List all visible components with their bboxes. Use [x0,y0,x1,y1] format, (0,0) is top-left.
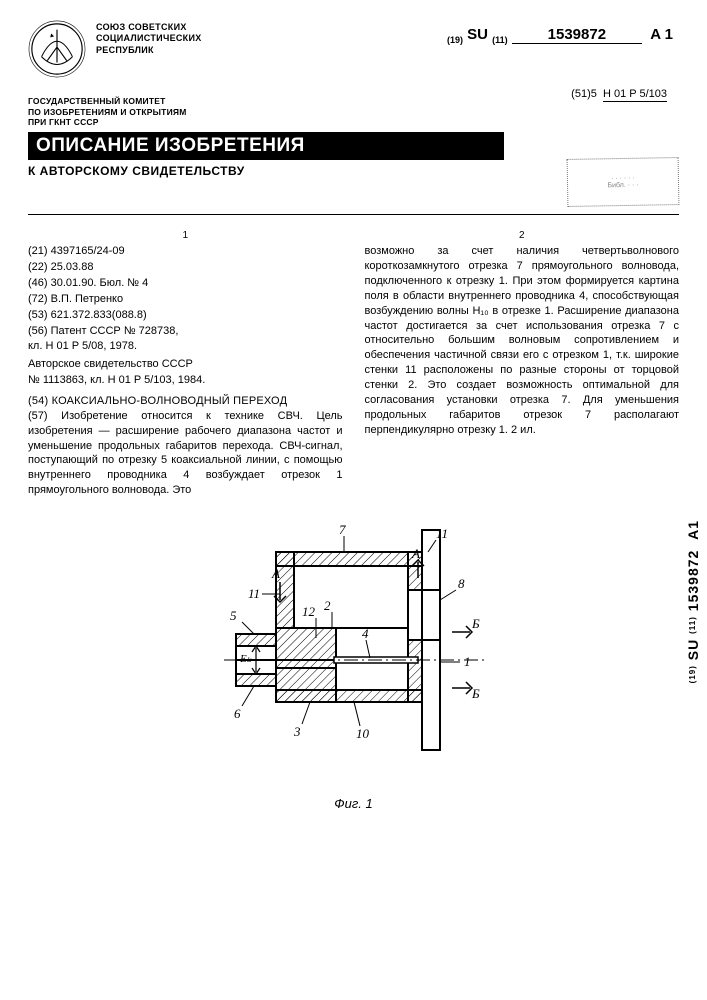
publication-number: (19) SU (11) 1539872 A 1 [447,26,673,45]
svg-text:2: 2 [324,598,331,613]
abstract-part2: возможно за счет наличия четвертьволново… [365,244,680,437]
svg-text:Eₖ: Eₖ [239,653,252,665]
svg-text:4: 4 [362,626,369,641]
invention-title: (54) КОАКСИАЛЬНО-ВОЛНОВОДНЫЙ ПЕРЕХОД [28,394,343,409]
column-2: 2 возможно за счет наличия четвертьволно… [365,229,680,498]
svg-text:А: А [411,546,420,561]
svg-text:8: 8 [458,576,465,591]
body-columns: 1 (21) 4397165/24-09 (22) 25.03.88 (46) … [28,229,679,498]
bib-56a: (56) Патент СССР № 728738, [28,324,343,339]
ipc-code: (51)5 H 01 P 5/103 [571,88,667,100]
svg-text:7: 7 [339,522,346,537]
bib-22: (22) 25.03.88 [28,260,343,275]
svg-text:1: 1 [464,654,471,669]
gov-committee: ГОСУДАРСТВЕННЫЙ КОМИТЕТ ПО ИЗОБРЕТЕНИЯМ … [28,96,679,128]
column-1: 1 (21) 4397165/24-09 (22) 25.03.88 (46) … [28,229,343,498]
svg-text:10: 10 [356,726,370,741]
svg-text:Б: Б [471,686,480,701]
col-number-1: 1 [28,229,343,243]
col-number-2: 2 [365,229,680,243]
bibliographic-data: (21) 4397165/24-09 (22) 25.03.88 (46) 30… [28,244,343,388]
abstract-part1: (57) Изобретение относится к технике СВЧ… [28,409,343,498]
svg-text:Б: Б [471,616,480,631]
document-title: ОПИСАНИЕ ИЗОБРЕТЕНИЯ [36,135,305,157]
side-publication-number: (19) SU (11) 1539872 A1 [685,520,701,683]
figure-caption: Фиг. 1 [28,796,679,811]
svg-text:11: 11 [436,526,448,541]
state-emblem [28,20,86,78]
svg-text:5: 5 [230,608,237,623]
bib-56c: Авторское свидетельство СССР [28,357,343,372]
library-stamp: · · · · · · Библ. · · · [567,157,680,207]
bib-72: (72) В.П. Петренко [28,292,343,307]
bib-46: (46) 30.01.90. Бюл. № 4 [28,276,343,291]
svg-text:6: 6 [234,706,241,721]
bib-56b: кл. H 01 P 5/08, 1978. [28,339,343,354]
union-name: СОЮЗ СОВЕТСКИХ СОЦИАЛИСТИЧЕСКИХ РЕСПУБЛИ… [96,20,202,56]
bib-21: (21) 4397165/24-09 [28,244,343,259]
svg-text:А: А [271,566,280,581]
svg-text:3: 3 [293,724,301,739]
svg-text:11: 11 [248,586,260,601]
svg-text:12: 12 [302,604,316,619]
document-title-band: ОПИСАНИЕ ИЗОБРЕТЕНИЯ [28,132,504,160]
document-subtitle: К АВТОРСКОМУ СВИДЕТЕЛЬСТВУ [28,164,245,178]
divider [28,214,679,215]
bib-53: (53) 621.372.833(088.8) [28,308,343,323]
bib-56d: № 1113863, кл. H 01 P 5/103, 1984. [28,373,343,388]
figure-1: 7 11 8 1 2 12 4 5 6 3 10 11 А А Б Б Eₖ [28,522,679,792]
